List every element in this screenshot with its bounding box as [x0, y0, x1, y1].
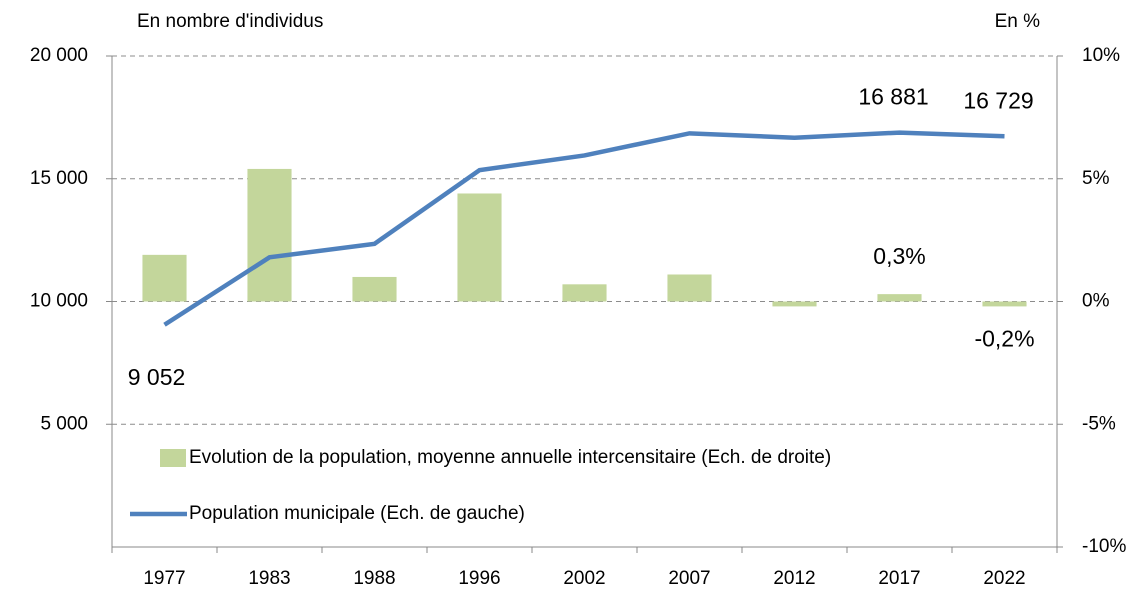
x-tick-label: 1988	[353, 568, 395, 589]
line	[163, 130, 1005, 327]
legend-swatch	[160, 449, 186, 467]
x-tick-label: 2007	[668, 568, 710, 589]
x-tick-label: 2002	[563, 568, 605, 589]
y2-tick-label: 0%	[1082, 291, 1110, 312]
y-axis-label: En nombre d'individus	[137, 11, 323, 32]
y2-tick-label: -5%	[1082, 413, 1116, 434]
y2-axis-label: En %	[995, 11, 1041, 32]
bar	[667, 274, 712, 302]
x-tick-label: 1996	[458, 568, 500, 589]
x-tick-label: 1983	[248, 568, 290, 589]
x-tick-label: 1977	[143, 568, 185, 589]
legend-label: Evolution de la population, moyenne annu…	[189, 447, 831, 468]
y-tick-label: 15 000	[30, 168, 88, 189]
bar	[457, 193, 502, 302]
x-tick-label: 2022	[983, 568, 1025, 589]
bar	[352, 276, 397, 302]
line-value-label: 16 729	[963, 87, 1033, 113]
x-tick-label: 2017	[878, 568, 920, 589]
bar-value-label: -0,2%	[974, 325, 1034, 351]
bar	[142, 254, 187, 302]
legend-label: Population municipale (Ech. de gauche)	[189, 503, 525, 524]
x-tick-label: 2012	[773, 568, 815, 589]
line-value-label: 9 052	[128, 364, 186, 390]
bar-value-label: 0,3%	[873, 243, 925, 269]
bar	[772, 301, 817, 307]
y2-tick-label: 10%	[1082, 45, 1120, 66]
y2-tick-label: 5%	[1082, 168, 1110, 189]
line-value-label: 16 881	[858, 84, 928, 110]
bar	[562, 284, 607, 302]
bar	[247, 168, 292, 302]
y-tick-label: 10 000	[30, 291, 88, 312]
bar	[982, 301, 1027, 307]
bar	[877, 294, 922, 302]
y-tick-label: 5 000	[40, 413, 88, 434]
y-tick-label: 20 000	[30, 45, 88, 66]
y2-tick-label: -10%	[1082, 536, 1126, 557]
